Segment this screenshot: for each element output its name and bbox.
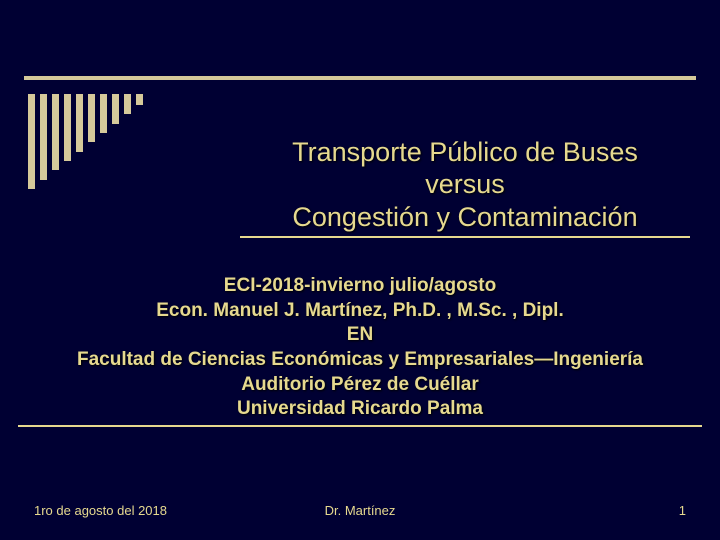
decorative-bar xyxy=(40,94,47,180)
subtitle-underline xyxy=(18,425,702,427)
decorative-bar xyxy=(76,94,83,152)
title-line-3: Congestión y Contaminación xyxy=(240,201,690,233)
subtitle-line-1: ECI-2018-invierno julio/agosto xyxy=(18,274,702,299)
footer-date: 1ro de agosto del 2018 xyxy=(34,503,167,518)
decorative-bar xyxy=(64,94,71,161)
decorative-bar xyxy=(28,94,35,189)
subtitle-line-3: EN xyxy=(18,323,702,348)
subtitle-block: ECI-2018-invierno julio/agosto Econ. Man… xyxy=(18,274,702,427)
subtitle-line-4: Facultad de Ciencias Económicas y Empres… xyxy=(18,348,702,373)
footer: 1ro de agosto del 2018 Dr. Martínez 1 xyxy=(34,503,686,518)
decorative-bar xyxy=(124,94,131,114)
decorative-bar xyxy=(112,94,119,124)
decorative-bar xyxy=(52,94,59,170)
title-line-2: versus xyxy=(240,168,690,200)
decorative-bar xyxy=(136,94,143,105)
subtitle-line-2: Econ. Manuel J. Martínez, Ph.D. , M.Sc. … xyxy=(18,299,702,324)
subtitle-line-5: Auditorio Pérez de Cuéllar xyxy=(18,373,702,398)
decorative-bar xyxy=(100,94,107,133)
title-line-1: Transporte Público de Buses xyxy=(240,136,690,168)
title-block: Transporte Público de Buses versus Conge… xyxy=(240,136,690,238)
footer-author: Dr. Martínez xyxy=(325,503,396,518)
decorative-bar xyxy=(88,94,95,142)
subtitle-line-6: Universidad Ricardo Palma xyxy=(18,397,702,422)
top-horizontal-rule xyxy=(24,76,696,80)
title-underline xyxy=(240,236,690,238)
decorative-bars xyxy=(28,94,143,189)
footer-page-number: 1 xyxy=(679,503,686,518)
